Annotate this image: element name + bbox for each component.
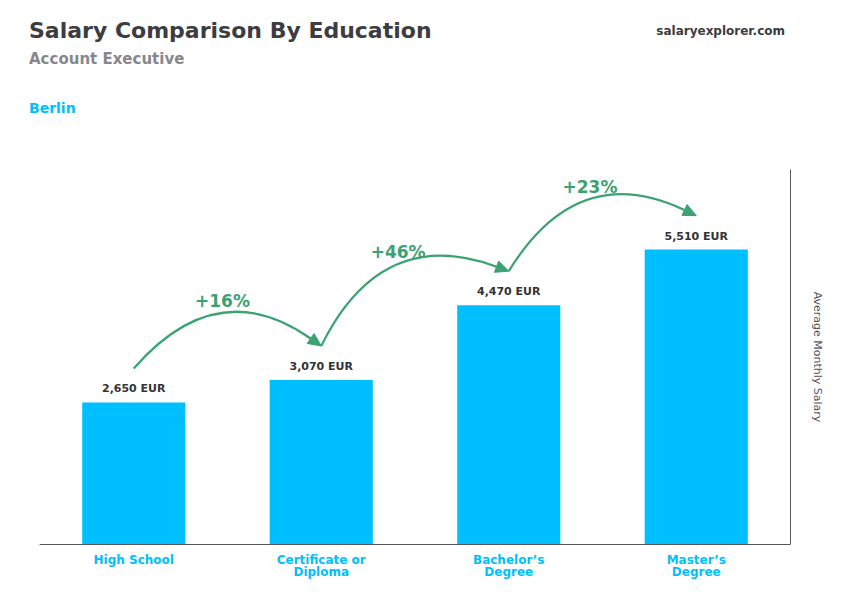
svg-text:Bachelor’s: Bachelor’s [473,553,545,567]
svg-text:Master’s: Master’s [666,553,726,567]
svg-text:Degree: Degree [484,565,533,579]
svg-text:+46%: +46% [371,242,426,262]
svg-text:Certificate or: Certificate or [276,553,366,567]
svg-text:Average Monthly Salary: Average Monthly Salary [811,292,824,423]
svg-text:4,470 EUR: 4,470 EUR [477,285,541,298]
svg-text:salaryexplorer.com: salaryexplorer.com [656,24,785,38]
svg-text:Account Executive: Account Executive [29,50,184,68]
svg-text:3,070 EUR: 3,070 EUR [289,360,353,373]
svg-text:Degree: Degree [672,565,721,579]
svg-text:Salary Comparison By Education: Salary Comparison By Education [29,18,432,43]
svg-text:5,510 EUR: 5,510 EUR [664,230,728,243]
svg-text:Berlin: Berlin [29,100,76,116]
svg-text:+16%: +16% [195,291,250,311]
svg-text:Diploma: Diploma [293,565,349,579]
svg-text:2,650 EUR: 2,650 EUR [102,382,166,395]
svg-text:High School: High School [94,553,174,567]
svg-text:+23%: +23% [563,177,618,197]
